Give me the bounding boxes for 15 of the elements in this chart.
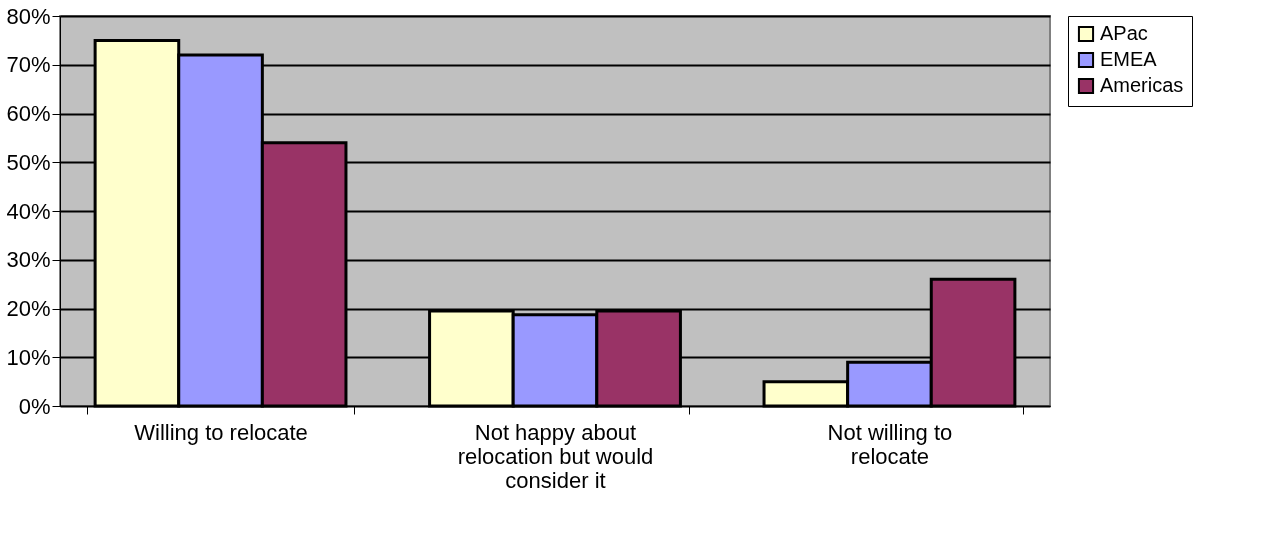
y-tick-label: 70% — [6, 52, 51, 78]
legend-label: EMEA — [1100, 48, 1158, 70]
y-tick-label: 50% — [6, 149, 51, 175]
legend-label: APac — [1100, 22, 1148, 44]
y-tick-label: 20% — [6, 296, 51, 321]
y-tick-label: 0% — [18, 393, 51, 419]
x-tick-label: Not happy about relocation but would consider it — [457, 419, 654, 493]
y-tick-label: 30% — [6, 247, 51, 273]
y-tick-label: 80% — [6, 3, 51, 29]
y-tick-label: 10% — [6, 344, 51, 370]
y-tick-label: 60% — [6, 101, 51, 126]
x-tick-label: Not willing to relocate — [827, 419, 953, 469]
legend-label: Americas — [1100, 74, 1184, 96]
y-tick-label: 40% — [6, 198, 51, 224]
x-tick-label: Willing to relocate — [134, 419, 308, 445]
